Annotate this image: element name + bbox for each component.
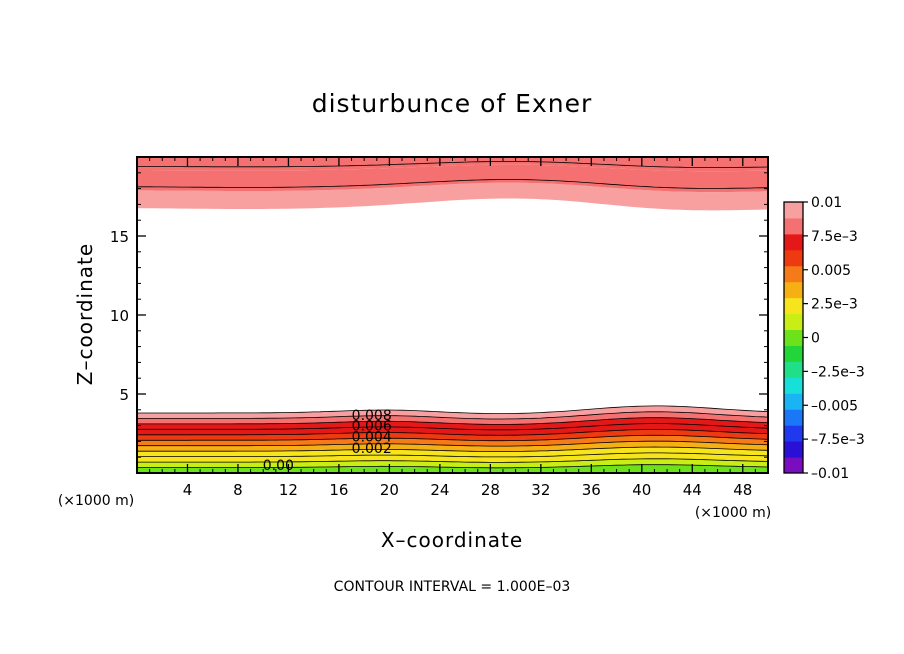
x-tick-label: 48 xyxy=(733,481,752,499)
colorbar-label: –2.5e–3 xyxy=(811,364,865,380)
y-tick-label: 15 xyxy=(110,228,129,246)
y-axis: 5 10 15 xyxy=(110,172,768,458)
y-axis-title: Z–coordinate xyxy=(73,243,97,385)
x-tick-label: 28 xyxy=(481,481,500,499)
y-tick-label: 10 xyxy=(110,307,129,325)
contour-band xyxy=(137,182,768,211)
contour-band xyxy=(137,447,768,457)
colorbar-swatch xyxy=(784,297,803,315)
colorbar-swatch xyxy=(784,233,803,251)
contour-band xyxy=(137,429,768,441)
contour-line xyxy=(137,423,769,431)
chart-title: disturbunce of Exner xyxy=(312,89,593,118)
contour-line xyxy=(137,452,769,458)
colorbar-swatch xyxy=(784,281,803,299)
colorbar-swatch xyxy=(784,329,803,346)
colorbar-swatch xyxy=(784,202,803,219)
colorbar-label: –0.01 xyxy=(811,466,849,482)
x-tick-label: 24 xyxy=(430,481,449,499)
plot-area xyxy=(137,157,769,473)
colorbar-swatch xyxy=(784,377,803,394)
x-tick-label: 4 xyxy=(183,481,193,499)
colorbar-swatch xyxy=(784,393,803,410)
colorbar-swatch xyxy=(784,409,803,426)
x-unit-label-right: (×1000 m) xyxy=(695,505,771,521)
colorbar-swatch xyxy=(784,265,803,283)
colorbar-label: 7.5e–3 xyxy=(811,229,858,245)
x-tick-label: 20 xyxy=(380,481,399,499)
contour-line xyxy=(137,458,769,463)
contour-band xyxy=(137,423,768,436)
colorbar-swatch xyxy=(784,249,803,267)
contour-band xyxy=(137,464,768,473)
colorbar-swatch xyxy=(784,425,803,442)
x-tick-label: 8 xyxy=(233,481,243,499)
colorbar: 0.01 7.5e–3 0.005 2.5e–3 0 –2.5e–3 –0.005 –7.5e… xyxy=(783,195,865,482)
contour-label: 0.006 xyxy=(352,419,392,435)
contour-line xyxy=(137,405,769,414)
colorbar-swatch xyxy=(784,345,803,362)
contour-line xyxy=(137,411,769,420)
contour-label: 0.002 xyxy=(352,441,392,457)
x-tick-label: 32 xyxy=(531,481,550,499)
contour-line xyxy=(137,434,769,442)
colorbar-swatch xyxy=(784,313,803,331)
contour-band xyxy=(137,441,768,452)
colorbar-label: 0.01 xyxy=(811,195,842,211)
contour-interval-note: CONTOUR INTERVAL = 1.000E–03 xyxy=(334,579,571,595)
contour-label: 0.004 xyxy=(352,430,392,446)
colorbar-label: 2.5e–3 xyxy=(811,297,858,313)
contour-line xyxy=(137,440,769,447)
contour-line xyxy=(137,446,769,452)
colorbar-swatch xyxy=(784,457,803,474)
x-tick-label: 40 xyxy=(632,481,651,499)
contour-band xyxy=(137,458,768,468)
colorbar-label: 0.005 xyxy=(811,263,851,279)
contour-band xyxy=(137,164,768,193)
contour-band xyxy=(137,157,768,172)
x-axis: 4 8 12 16 20 24 28 32 36 40 44 48 xyxy=(149,157,756,499)
colorbar-label: –7.5e–3 xyxy=(811,432,865,448)
contour-line xyxy=(137,417,769,425)
colorbar-swatch xyxy=(784,361,803,378)
y-tick-label: 5 xyxy=(119,386,129,404)
colorbar-label: –0.005 xyxy=(811,398,858,414)
colorbar-swatch xyxy=(784,441,803,458)
x-tick-label: 44 xyxy=(683,481,702,499)
contour-line xyxy=(137,464,769,469)
contour-line xyxy=(137,179,769,189)
x-tick-label: 12 xyxy=(279,481,298,499)
x-axis-title: X–coordinate xyxy=(381,528,523,552)
colorbar-label: 0 xyxy=(811,331,820,347)
contour-line xyxy=(137,429,769,436)
contour-line xyxy=(137,161,769,168)
contour-band xyxy=(137,435,768,447)
contour-label: 0.00 xyxy=(263,458,294,474)
x-tick-label: 16 xyxy=(329,481,348,499)
contour-label: 0.008 xyxy=(352,408,392,424)
x-unit-label-left: (×1000 m) xyxy=(58,493,134,509)
contour-band xyxy=(137,452,768,463)
x-tick-label: 36 xyxy=(582,481,601,499)
colorbar-swatch xyxy=(784,217,803,235)
